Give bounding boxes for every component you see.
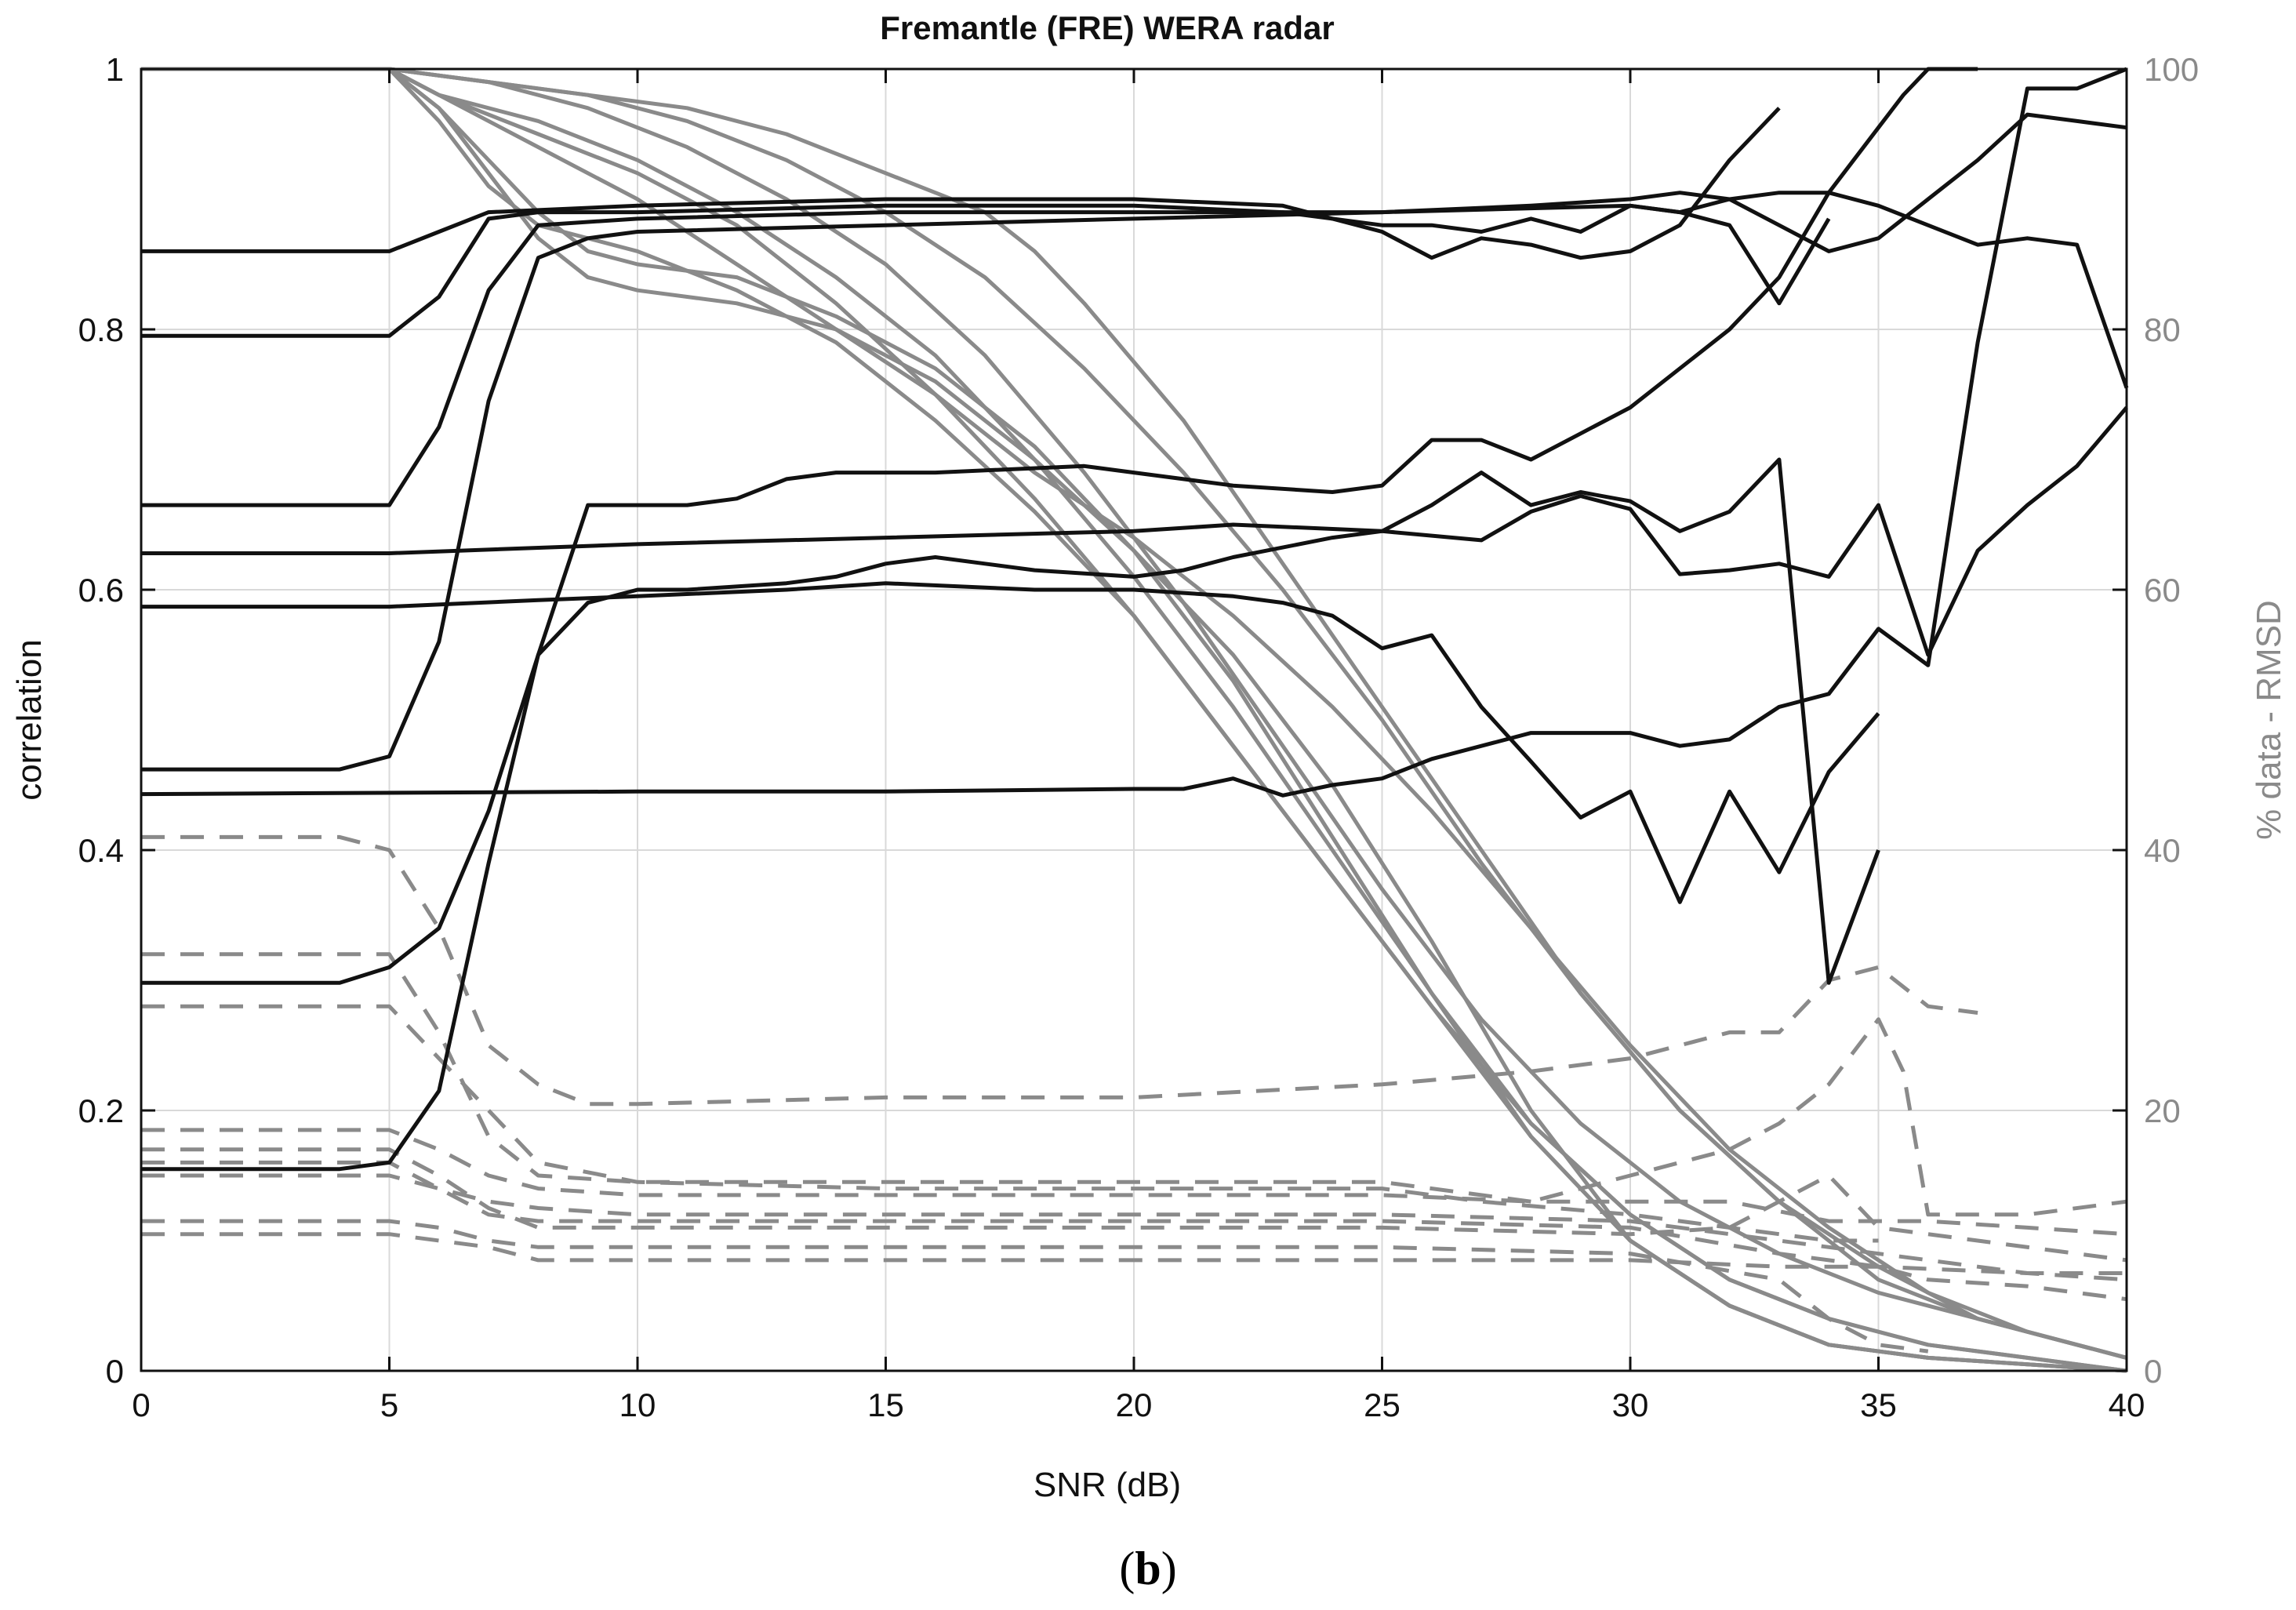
rmsd-series-group	[141, 834, 2127, 1354]
y-tick-label-right: 0	[2144, 1353, 2162, 1390]
correlation-6-line	[141, 112, 2127, 772]
y-tick-label-right: 100	[2144, 51, 2199, 88]
rmsd-5-line	[141, 1147, 2127, 1263]
correlation-series-group	[140, 67, 2129, 1172]
percent-data-6-line	[141, 67, 2127, 1360]
y-tick-label-left: 1	[106, 51, 124, 88]
tick-marks	[140, 67, 2128, 1372]
x-axis-label: SNR (dB)	[1034, 1466, 1181, 1504]
y-axis-label-left: correlation	[10, 639, 49, 800]
correlation-3-line	[141, 191, 2129, 507]
chart-title: Fremantle (FRE) WERA radar	[880, 9, 1335, 46]
y-tick-label-left: 0	[106, 1353, 124, 1390]
y-tick-label-right: 80	[2144, 311, 2181, 348]
y-tick-label-left: 0.8	[78, 311, 124, 348]
correlation-9-line	[141, 67, 1978, 1172]
x-tick-label: 35	[1860, 1386, 1897, 1423]
percent-data-3-line	[141, 67, 2127, 1373]
percent-data-series-group	[141, 67, 2127, 1373]
y-tick-label-left: 0.4	[78, 832, 124, 869]
y-tick-label-left: 0.6	[78, 572, 124, 609]
x-tick-label: 5	[380, 1386, 398, 1423]
caption-label: b	[1135, 1543, 1161, 1594]
x-tick-label: 15	[867, 1386, 904, 1423]
x-tick-label: 10	[619, 1386, 656, 1423]
caption-open-paren: (	[1119, 1543, 1135, 1594]
rmsd-4-line	[141, 1017, 2127, 1217]
y-axis-label-right: % data - RMSD	[2250, 600, 2288, 840]
correlation-8-line	[141, 457, 1880, 985]
caption-close-paren: )	[1161, 1543, 1177, 1594]
correlation-7-line	[140, 67, 2127, 798]
rmsd-6-line	[141, 1160, 2127, 1302]
percent-data-8-line	[141, 67, 2127, 1360]
correlation-4-line	[141, 405, 2128, 657]
rmsd-7-line	[141, 1173, 2127, 1282]
rmsd-1-line	[141, 834, 1978, 1107]
x-tick-label: 30	[1612, 1386, 1649, 1423]
correlation-5-line	[141, 581, 1880, 904]
y-tick-label-left: 0.2	[78, 1092, 124, 1129]
tick-labels: 0 5 10 15 20 25 30 35 4000.20.40.60.810204060801…	[78, 51, 2199, 1423]
correlation-1-line	[141, 107, 1781, 260]
x-tick-label: 40	[2109, 1386, 2145, 1423]
rmsd-8-line	[141, 1219, 1929, 1354]
x-tick-label: 0	[132, 1386, 150, 1423]
percent-data-5-line	[141, 67, 2127, 1373]
y-tick-label-right: 60	[2144, 572, 2181, 609]
percent-data-9-line	[141, 67, 2127, 1360]
rmsd-3-line	[141, 1004, 1879, 1243]
y-tick-label-right: 40	[2144, 832, 2181, 869]
rmsd-9-line	[141, 1232, 2127, 1275]
x-tick-label: 20	[1116, 1386, 1153, 1423]
y-tick-label-right: 20	[2144, 1092, 2181, 1129]
x-tick-label: 25	[1364, 1386, 1400, 1423]
percent-data-7-line	[141, 67, 2127, 1360]
figure-caption: (b)	[1119, 1543, 1176, 1594]
